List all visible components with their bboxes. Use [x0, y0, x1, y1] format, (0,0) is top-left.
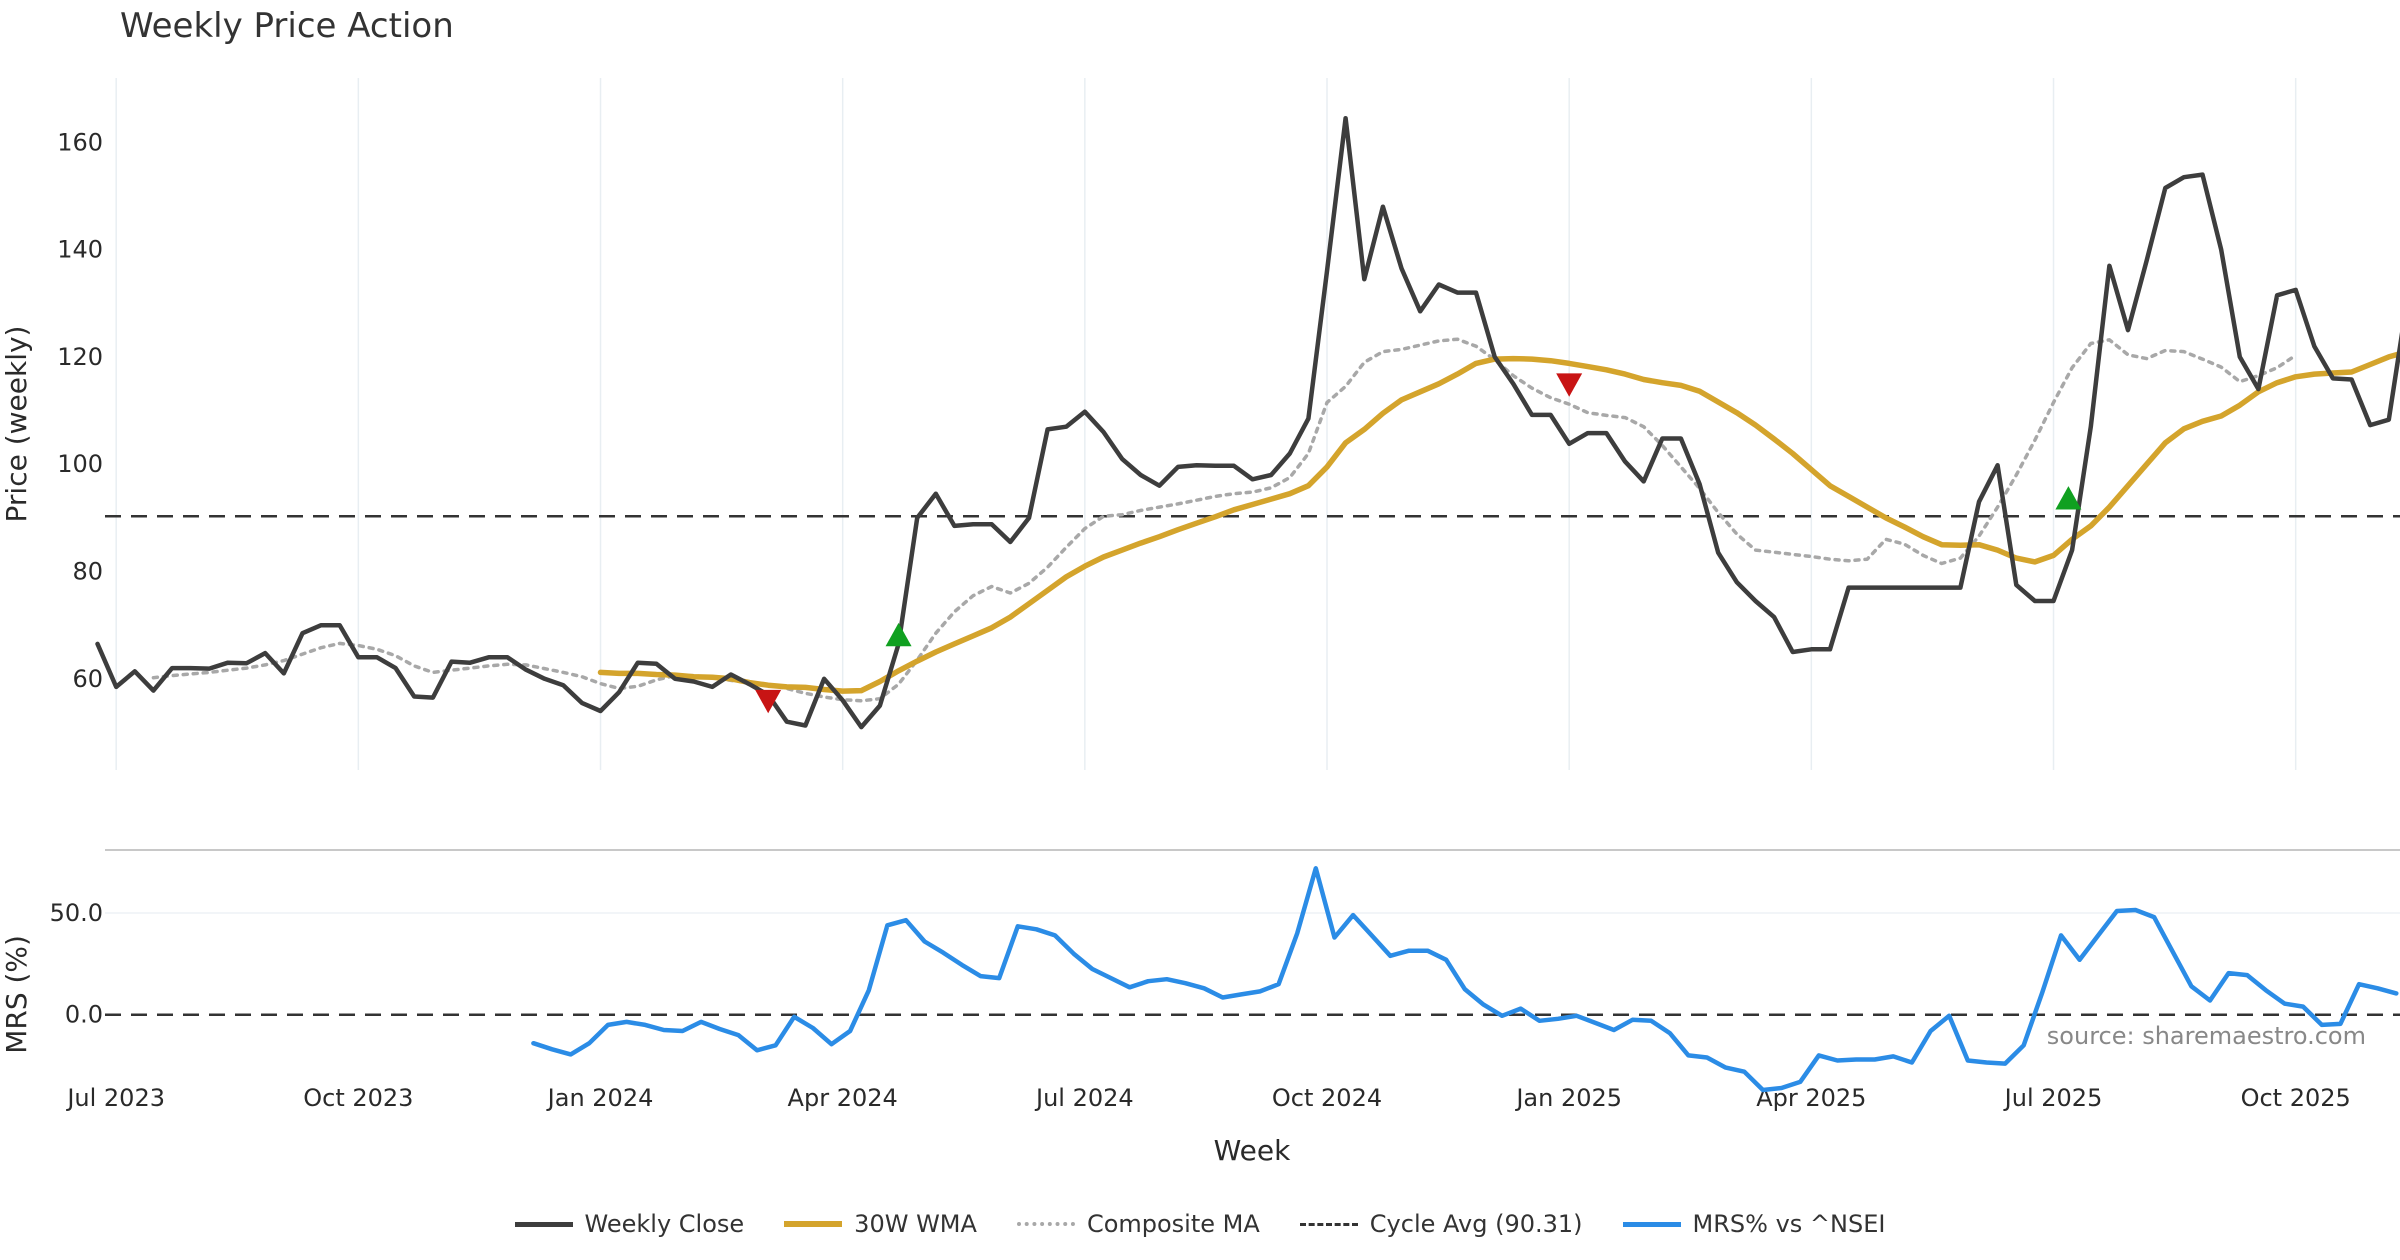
legend-label-mrs: MRS% vs ^NSEI	[1692, 1210, 1886, 1238]
buy-signal-marker	[2055, 486, 2082, 510]
legend-label-weekly-close: Weekly Close	[584, 1210, 745, 1238]
legend-item-weekly-close[interactable]: Weekly Close	[514, 1210, 745, 1238]
source-note: source: sharemaestro.com	[2047, 1022, 2366, 1050]
x-tick-label: Oct 2023	[303, 1084, 413, 1112]
x-axis-label: Week	[1214, 1134, 1291, 1167]
x-tick-label: Jan 2024	[546, 1084, 654, 1112]
mrs-y-tick-label: 50.0	[50, 899, 103, 927]
legend-item-cycle-avg[interactable]: Cycle Avg (90.31)	[1299, 1210, 1583, 1238]
price-y-tick-label: 140	[57, 236, 103, 264]
weekly-close-line	[95, 115, 2400, 730]
legend-swatch-composite-ma	[1016, 1222, 1075, 1226]
price-y-tick-label: 120	[57, 343, 103, 371]
x-tick-label: Jul 2024	[1034, 1084, 1134, 1112]
x-tick-label: Jan 2025	[1514, 1084, 1622, 1112]
legend-item-mrs[interactable]: MRS% vs ^NSEI	[1622, 1210, 1886, 1238]
price-y-tick-label: 80	[72, 558, 103, 586]
price-y-tick-label: 60	[72, 665, 103, 693]
wma-line	[597, 350, 2400, 694]
x-tick-label: Oct 2025	[2241, 1084, 2351, 1112]
legend-label-cycle-avg: Cycle Avg (90.31)	[1369, 1210, 1583, 1238]
sell-signal-marker	[1556, 373, 1583, 397]
legend: Weekly Close 30W WMA Composite MA Cycle …	[0, 1210, 2400, 1238]
mrs-y-tick-label: 0.0	[65, 1001, 103, 1029]
price-y-axis-label: Price (weekly)	[0, 326, 33, 523]
x-tick-label: Apr 2024	[788, 1084, 898, 1112]
price-y-tick-label: 160	[57, 128, 103, 156]
mrs-line	[531, 866, 2399, 1093]
legend-item-wma[interactable]: 30W WMA	[784, 1210, 977, 1238]
x-tick-label: Jul 2023	[65, 1084, 165, 1112]
sell-signal-marker	[755, 689, 782, 714]
legend-swatch-weekly-close	[514, 1221, 573, 1227]
chart-title: Weekly Price Action	[120, 6, 454, 46]
mrs-y-axis-label: MRS (%)	[0, 935, 33, 1054]
legend-label-wma: 30W WMA	[854, 1210, 977, 1238]
legend-swatch-cycle-avg	[1299, 1222, 1358, 1226]
buy-signal-marker	[885, 622, 912, 647]
legend-swatch-mrs	[1622, 1221, 1681, 1227]
x-tick-label: Oct 2024	[1272, 1084, 1382, 1112]
x-tick-label: Jul 2025	[2003, 1084, 2103, 1112]
legend-item-composite-ma[interactable]: Composite MA	[1016, 1210, 1260, 1238]
legend-swatch-wma	[784, 1221, 843, 1227]
price-y-tick-label: 100	[57, 450, 103, 478]
legend-label-composite-ma: Composite MA	[1086, 1210, 1260, 1238]
